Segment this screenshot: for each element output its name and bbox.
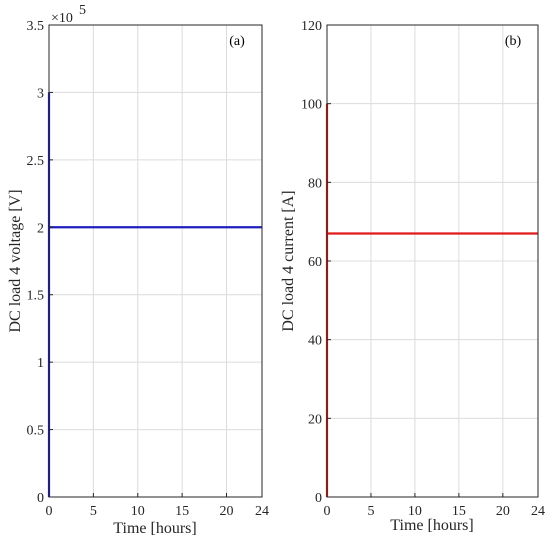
y-tick-label: 60: [308, 255, 322, 270]
x-tick-label: 15: [175, 504, 189, 519]
x-tick-label: 5: [90, 504, 97, 519]
panel-label: (b): [505, 34, 522, 49]
panel-label: (a): [229, 34, 245, 49]
x-tick-label: 24: [531, 504, 545, 519]
y-tick-label: 40: [308, 334, 322, 349]
chart-b-current: 0 5 10 15 20 24 0 20 40 60 80 100 120 Time [hours] DC …: [280, 19, 545, 534]
y-tick-label: 3: [37, 86, 44, 101]
y-tick-label: 2: [37, 221, 44, 236]
y-tick-label: 20: [308, 412, 322, 427]
y-tick-label: 2.5: [27, 154, 45, 169]
y-exponent-power: 5: [79, 3, 86, 18]
x-tick-label: 0: [324, 504, 331, 519]
y-tick-label: 3.5: [27, 19, 45, 34]
x-axis-label: Time [hours]: [113, 520, 196, 537]
x-axis-label: Time [hours]: [390, 517, 473, 534]
x-tick-label: 15: [452, 504, 466, 519]
y-tick-label: 120: [301, 19, 322, 34]
y-tick-label: 80: [308, 176, 322, 191]
x-tick-label: 10: [408, 504, 422, 519]
y-exponent-label: ×10: [51, 11, 73, 26]
y-tick-label: 0.5: [27, 424, 45, 439]
x-tick-label: 10: [131, 504, 145, 519]
chart-a-voltage: 0 5 10 15 20 24 0 0.5 1 1.5 2 2.5 3 3.5 Time [hours] DC…: [7, 3, 269, 537]
x-tick-label: 0: [46, 504, 53, 519]
y-tick-label: 0: [315, 491, 322, 506]
x-tick-label: 24: [255, 504, 269, 519]
y-axis-label: DC load 4 voltage [V]: [7, 189, 24, 332]
x-tick-label: 5: [367, 504, 374, 519]
plot-frame: [48, 24, 263, 498]
y-axis-label: DC load 4 current [A]: [280, 190, 297, 331]
x-tick-label: 20: [496, 504, 510, 519]
y-tick-label: 1.5: [27, 289, 45, 304]
x-tick-label: 20: [220, 504, 234, 519]
y-tick-label: 100: [301, 98, 322, 113]
y-tick-label: 0: [37, 491, 44, 506]
y-tick-label: 1: [37, 356, 44, 371]
series-line: [325, 103, 538, 497]
